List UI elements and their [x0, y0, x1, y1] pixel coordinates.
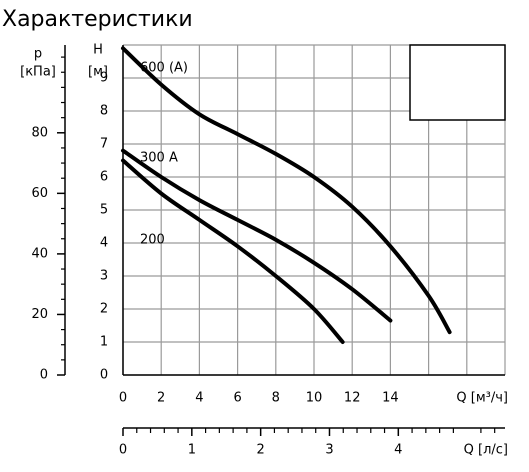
- curve-label: 300 A: [140, 151, 178, 166]
- x-tick-label: 6: [233, 391, 241, 406]
- x-tick-label: 8: [272, 391, 280, 406]
- q-tick-label: 4: [394, 443, 402, 458]
- chart-title: Характеристики: [2, 7, 193, 32]
- curve: [121, 158, 345, 344]
- p-axis-unit: [кПа]: [20, 65, 56, 80]
- x-axis-label: Q [м³/ч]: [456, 391, 508, 406]
- q-tick-label: 0: [119, 443, 127, 458]
- y-axis-unit: [м]: [88, 65, 108, 80]
- y-tick-label: 5: [100, 203, 108, 218]
- y-tick-label: 2: [100, 302, 108, 317]
- q-axis-label: Q [л/с]: [464, 443, 508, 458]
- p-axis-label: p: [34, 47, 42, 62]
- x-tick-label: 0: [119, 391, 127, 406]
- x-tick-label: 10: [306, 391, 323, 406]
- y-tick-label: 0: [100, 368, 108, 383]
- q-tick-label: 3: [325, 443, 333, 458]
- y-tick-label: 4: [100, 236, 108, 251]
- p-tick-label: 80: [31, 125, 48, 140]
- x-tick-label: 14: [382, 391, 399, 406]
- q-tick-label: 1: [188, 443, 196, 458]
- y-axis-label: H: [93, 43, 103, 58]
- y-tick-label: 8: [100, 104, 108, 119]
- legend-box: [409, 44, 506, 121]
- y-tick-label: 7: [100, 137, 108, 152]
- p-tick-label: 0: [40, 368, 48, 383]
- curve-label: 200: [140, 233, 165, 248]
- curve: [121, 148, 393, 323]
- curve: [121, 46, 452, 335]
- curve-label: 600 (A): [140, 61, 188, 76]
- y-tick-label: 6: [100, 170, 108, 185]
- x-tick-label: 2: [157, 391, 165, 406]
- q-tick-label: 2: [257, 443, 265, 458]
- x-tick-label: 12: [344, 391, 361, 406]
- x-tick-label: 4: [195, 391, 203, 406]
- p-tick-label: 40: [31, 246, 48, 261]
- y-tick-label: 9: [100, 71, 108, 86]
- p-tick-label: 20: [31, 307, 48, 322]
- p-tick-label: 60: [31, 186, 48, 201]
- y-tick-label: 1: [100, 335, 108, 350]
- y-tick-label: 3: [100, 269, 108, 284]
